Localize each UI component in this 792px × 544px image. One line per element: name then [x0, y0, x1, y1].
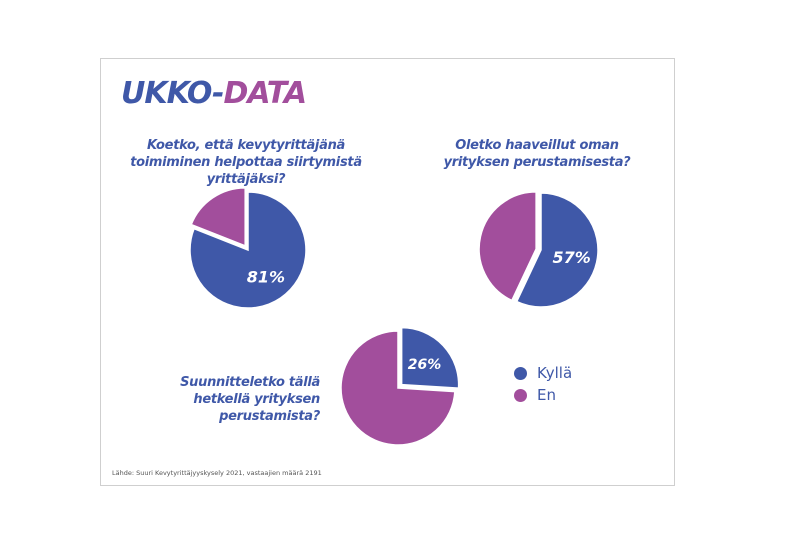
pie-2-slice-en: [478, 191, 537, 302]
legend-dot-blue: [514, 366, 527, 380]
pie-1-data-label: 81%: [247, 267, 285, 286]
question-1-title: Koetko, että kevytyrittäjänä toimiminen …: [130, 138, 362, 187]
legend-item-kylla: Kyllä: [514, 364, 572, 382]
logo-part1: UKKO-: [121, 76, 224, 111]
legend-label: En: [537, 386, 556, 404]
pie-1-slice-kyllä: [189, 191, 307, 309]
legend-dot-purple: [514, 388, 527, 402]
question-3-title: Suunnitteletko tällä hetkellä yrityksen …: [180, 375, 320, 424]
source-note: Lähde: Suuri Kevytyrittäjyyskysely 2021,…: [112, 469, 322, 477]
legend-item-en: En: [514, 386, 556, 404]
pie-2-slice-kyllä: [515, 192, 599, 308]
pie-1-slice-en: [190, 187, 246, 247]
ukko-data-logo: UKKO-DATA: [121, 76, 307, 111]
infographic-card: [100, 58, 675, 486]
pie-3-slice-kyllä: [400, 326, 460, 389]
pie-3-slice-en: [340, 330, 456, 446]
question-2-title: Oletko haaveillut oman yrityksen perusta…: [443, 138, 631, 170]
pie-3-data-label: 26%: [408, 357, 442, 373]
pie-2-data-label: 57%: [552, 248, 590, 267]
legend-label: Kyllä: [537, 364, 573, 382]
logo-part2: DATA: [223, 76, 307, 111]
